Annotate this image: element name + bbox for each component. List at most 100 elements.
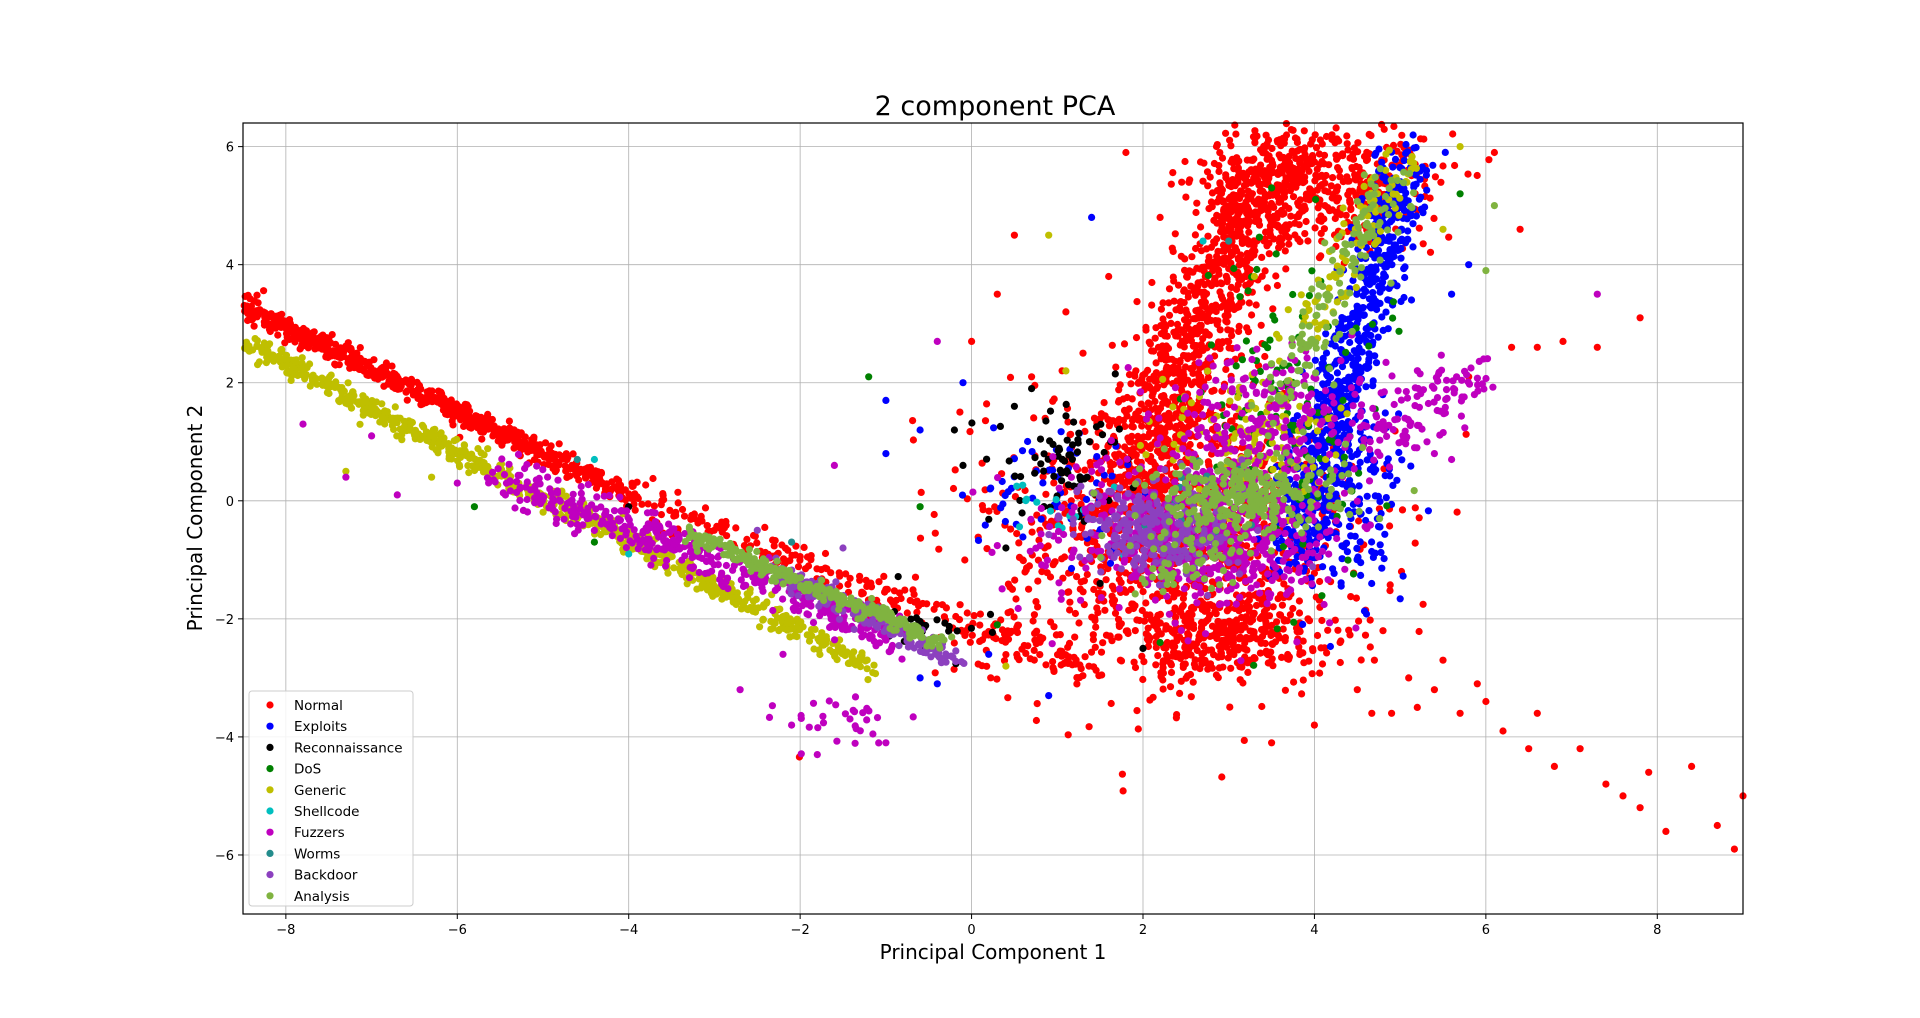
data-point xyxy=(1001,638,1010,646)
data-point xyxy=(1269,220,1277,228)
data-point xyxy=(1259,149,1267,157)
data-point xyxy=(1079,672,1087,680)
data-point xyxy=(999,500,1007,508)
data-point xyxy=(1213,634,1221,643)
data-point xyxy=(1464,170,1472,178)
data-point xyxy=(356,354,364,362)
data-point xyxy=(1204,232,1212,240)
data-point xyxy=(1062,400,1070,408)
data-point xyxy=(418,396,426,404)
data-point xyxy=(1181,266,1189,274)
data-point xyxy=(1366,643,1374,651)
data-point xyxy=(1105,272,1113,281)
data-point xyxy=(1267,658,1275,666)
data-point xyxy=(1415,514,1423,522)
data-point xyxy=(1037,515,1045,523)
data-point xyxy=(1072,656,1080,664)
data-point xyxy=(1338,314,1346,322)
data-point xyxy=(1636,314,1644,322)
data-point xyxy=(1245,299,1253,307)
data-point xyxy=(1096,579,1104,588)
data-point xyxy=(701,504,710,512)
data-point xyxy=(1186,421,1194,429)
data-point xyxy=(1439,162,1447,170)
data-point xyxy=(1066,431,1074,439)
data-point xyxy=(1274,194,1282,202)
data-point xyxy=(959,461,967,469)
data-point xyxy=(1226,291,1234,299)
data-point xyxy=(1347,205,1355,214)
data-point xyxy=(1139,644,1147,653)
data-point xyxy=(1157,630,1165,638)
data-point xyxy=(987,484,995,492)
data-point xyxy=(1372,359,1381,367)
data-point xyxy=(1400,156,1408,165)
data-point xyxy=(1328,206,1336,214)
data-point xyxy=(1293,628,1301,636)
data-point xyxy=(1559,337,1567,345)
data-point xyxy=(1168,639,1177,647)
data-point xyxy=(880,572,888,581)
data-point xyxy=(1180,287,1188,295)
data-point xyxy=(1123,412,1131,420)
data-point xyxy=(1473,680,1481,688)
data-point xyxy=(1024,437,1032,446)
data-point xyxy=(1115,633,1123,641)
data-point xyxy=(1218,154,1227,162)
data-point xyxy=(384,380,392,388)
data-point xyxy=(1393,476,1401,484)
data-point xyxy=(388,362,396,370)
data-point xyxy=(1309,448,1317,456)
data-point xyxy=(1204,373,1212,382)
data-point xyxy=(1237,613,1245,622)
data-point xyxy=(674,488,682,496)
data-point xyxy=(1416,175,1424,183)
data-point xyxy=(474,424,482,432)
data-point xyxy=(1236,676,1244,684)
data-point xyxy=(1297,154,1305,163)
data-point xyxy=(1215,664,1223,672)
data-point xyxy=(1242,635,1250,643)
data-point xyxy=(1226,703,1234,711)
data-point xyxy=(1413,703,1421,712)
data-point xyxy=(844,580,852,589)
data-point xyxy=(1225,344,1233,352)
data-point xyxy=(484,410,492,418)
data-point xyxy=(551,468,559,476)
data-point xyxy=(856,572,864,580)
data-point xyxy=(1075,619,1083,627)
data-point xyxy=(732,524,740,532)
data-point xyxy=(1004,694,1012,702)
data-point xyxy=(1353,686,1361,694)
data-point xyxy=(541,439,550,447)
data-point xyxy=(1159,685,1167,693)
data-point xyxy=(801,565,810,573)
data-point xyxy=(1007,608,1015,616)
data-point xyxy=(1168,355,1176,363)
data-point xyxy=(1308,267,1316,275)
data-point xyxy=(1332,124,1340,132)
data-point xyxy=(1282,174,1290,182)
data-point xyxy=(644,500,652,508)
data-point xyxy=(1371,492,1379,500)
data-point xyxy=(1397,297,1405,306)
data-point xyxy=(1167,668,1176,677)
data-point xyxy=(1176,358,1184,366)
data-point xyxy=(716,524,725,533)
data-point xyxy=(1064,731,1072,739)
data-point xyxy=(976,637,984,646)
data-point xyxy=(1369,463,1377,471)
data-point xyxy=(650,502,659,510)
data-point xyxy=(589,471,597,480)
data-point xyxy=(968,419,976,427)
data-point xyxy=(1295,201,1303,210)
data-point xyxy=(374,369,382,378)
data-point xyxy=(1075,532,1083,541)
data-point xyxy=(781,544,790,552)
data-point xyxy=(1073,448,1082,456)
data-point xyxy=(1352,450,1361,458)
data-point xyxy=(1019,556,1027,564)
data-point xyxy=(1730,845,1738,853)
data-point xyxy=(1168,628,1177,636)
